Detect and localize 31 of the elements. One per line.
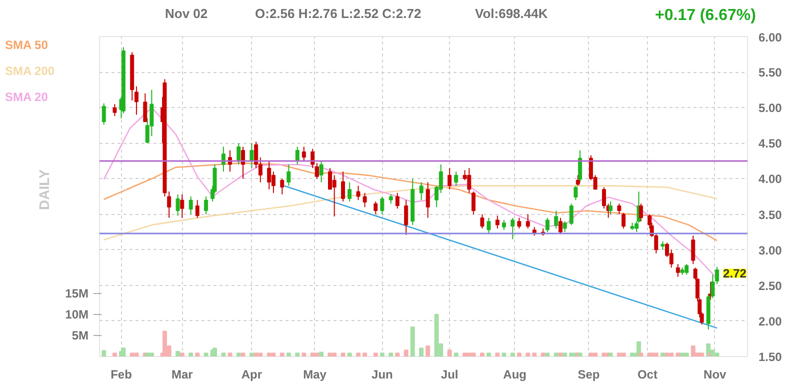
x-tick-label: Jul xyxy=(440,368,458,382)
x-tick-label: Feb xyxy=(110,368,132,382)
text: +0.17 (6.67%) xyxy=(655,6,756,26)
text: O:2.56 H:2.76 L:2.52 C:2.72 xyxy=(255,5,422,23)
text: SMA 200 xyxy=(5,63,55,80)
y2-tick-label: 15M xyxy=(65,286,89,300)
y-tick-label: 3.00 xyxy=(758,243,782,258)
text: Vol:698.44K xyxy=(475,5,548,23)
x-tick-label: Aug xyxy=(503,368,526,382)
x-tick-label: Mar xyxy=(171,368,194,382)
x-tick-label: Apr xyxy=(241,368,262,382)
y-tick-label: 6.00 xyxy=(758,30,782,44)
text: Nov 02 xyxy=(165,5,208,23)
x-tick-label: Sep xyxy=(578,368,600,382)
text: SMA 20 xyxy=(5,89,48,106)
y-tick-label: 1.50 xyxy=(758,350,782,364)
y-tick-label: 2.00 xyxy=(758,314,782,328)
y-tick-label: 4.50 xyxy=(758,136,782,151)
y-tick-label: 5.00 xyxy=(758,101,782,116)
y-tick-label: 2.50 xyxy=(758,278,782,293)
y2-tick-label: 5M xyxy=(72,328,89,342)
annotation: 2.72 xyxy=(723,266,747,281)
y-tick-label: 5.50 xyxy=(758,66,782,80)
text: SMA 50 xyxy=(5,37,48,54)
x-tick-label: Oct xyxy=(637,368,658,382)
y-tick-label: 4.00 xyxy=(758,172,782,186)
x-tick-label: Jun xyxy=(372,368,393,382)
y2-tick-label: 10M xyxy=(65,307,89,322)
x-tick-label: May xyxy=(303,368,327,382)
x-tick-label: Nov xyxy=(704,368,727,382)
y-tick-label: 3.50 xyxy=(758,208,782,222)
